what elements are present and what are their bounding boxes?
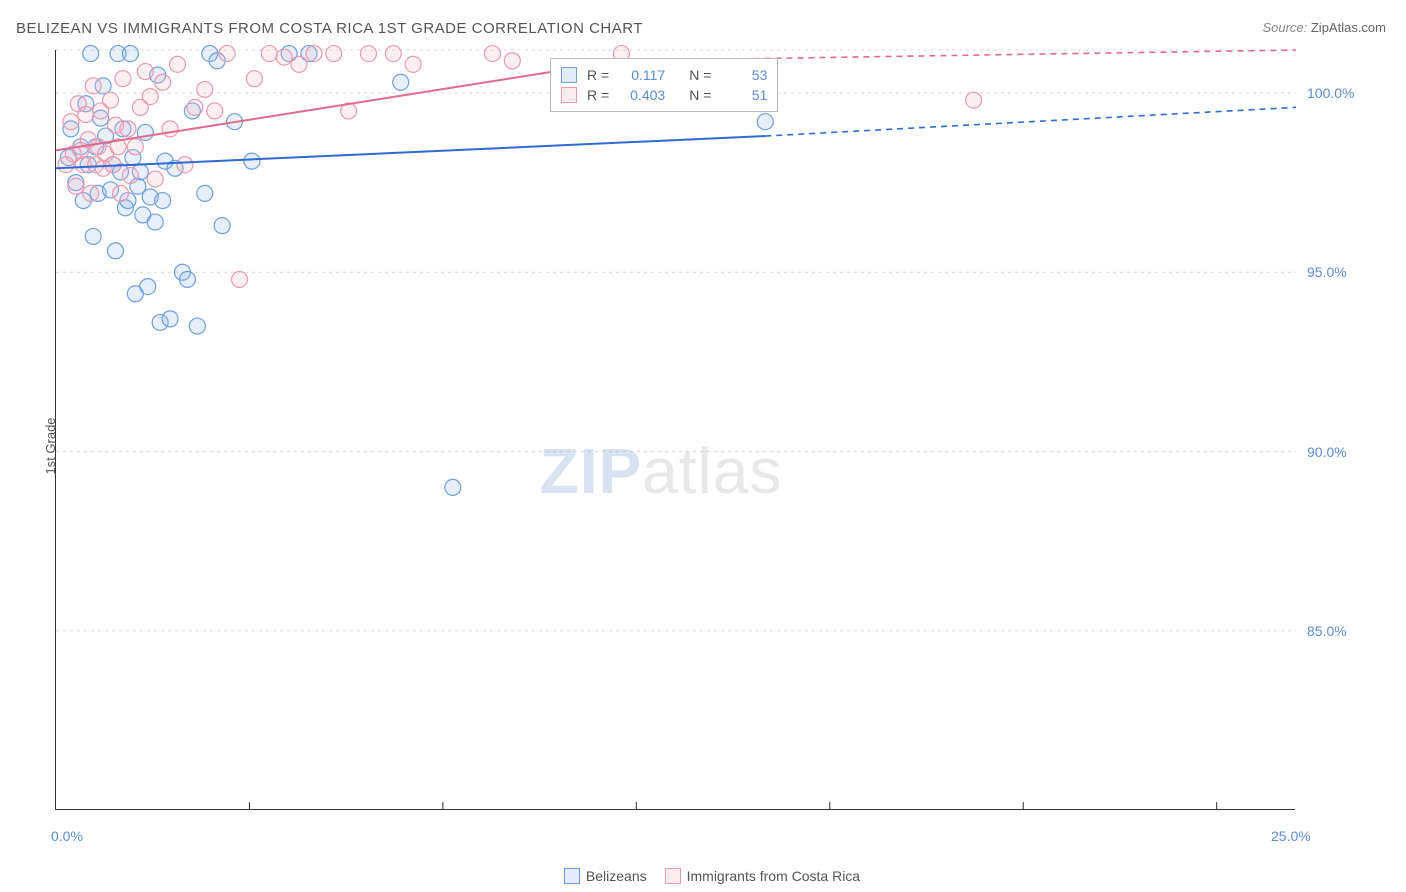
scatter-point xyxy=(484,46,500,62)
scatter-point xyxy=(306,46,322,62)
scatter-point xyxy=(78,107,94,123)
scatter-point xyxy=(68,178,84,194)
r-label: R = xyxy=(587,67,609,83)
legend-label: Belizeans xyxy=(586,868,647,884)
scatter-point xyxy=(197,81,213,97)
scatter-point xyxy=(244,153,260,169)
scatter-point xyxy=(120,121,136,137)
scatter-point xyxy=(170,56,186,72)
scatter-point xyxy=(103,92,119,108)
n-value: 51 xyxy=(721,87,767,103)
scatter-point xyxy=(189,318,205,334)
scatter-point xyxy=(63,114,79,130)
scatter-point xyxy=(162,121,178,137)
scatter-point xyxy=(137,64,153,80)
scatter-point xyxy=(232,271,248,287)
scatter-point xyxy=(108,243,124,259)
chart-title: BELIZEAN VS IMMIGRANTS FROM COSTA RICA 1… xyxy=(16,20,643,37)
scatter-point xyxy=(219,46,235,62)
r-value: 0.117 xyxy=(619,67,665,83)
source-attribution: Source: ZipAtlas.com xyxy=(1262,20,1386,35)
scatter-point xyxy=(261,46,277,62)
scatter-point xyxy=(393,74,409,90)
stats-legend-row: R = 0.403 N = 51 xyxy=(561,85,767,105)
n-label: N = xyxy=(689,67,711,83)
r-value: 0.403 xyxy=(619,87,665,103)
scatter-point xyxy=(115,71,131,87)
scatter-point xyxy=(246,71,262,87)
legend-swatch xyxy=(665,868,681,884)
trend-line xyxy=(56,136,765,168)
plot-svg xyxy=(56,50,1296,810)
scatter-point xyxy=(445,479,461,495)
y-tick-label: 90.0% xyxy=(1307,444,1347,460)
scatter-point xyxy=(179,271,195,287)
stats-legend: R = 0.117 N = 53 R = 0.403 N = 51 xyxy=(550,58,778,112)
scatter-point xyxy=(360,46,376,62)
scatter-point xyxy=(127,139,143,155)
scatter-point xyxy=(291,56,307,72)
scatter-point xyxy=(177,157,193,173)
scatter-point xyxy=(83,185,99,201)
scatter-point xyxy=(187,99,203,115)
legend-swatch xyxy=(561,87,577,103)
legend-swatch xyxy=(561,67,577,83)
scatter-point xyxy=(155,74,171,90)
x-tick-label: 0.0% xyxy=(51,828,83,844)
trend-line-extrapolated xyxy=(765,107,1296,136)
scatter-point xyxy=(757,114,773,130)
scatter-point xyxy=(140,279,156,295)
scatter-point xyxy=(112,185,128,201)
chart-container: BELIZEAN VS IMMIGRANTS FROM COSTA RICA 1… xyxy=(0,0,1406,892)
scatter-point xyxy=(122,46,138,62)
scatter-point xyxy=(385,46,401,62)
series-legend: Belizeans Immigrants from Costa Rica xyxy=(0,868,1406,884)
scatter-point xyxy=(85,78,101,94)
scatter-point xyxy=(966,92,982,108)
scatter-point xyxy=(162,311,178,327)
stats-legend-row: R = 0.117 N = 53 xyxy=(561,65,767,85)
source-prefix: Source: xyxy=(1262,20,1310,35)
y-tick-label: 95.0% xyxy=(1307,264,1347,280)
scatter-point xyxy=(504,53,520,69)
legend-label: Immigrants from Costa Rica xyxy=(687,868,860,884)
scatter-point xyxy=(85,228,101,244)
source-value: ZipAtlas.com xyxy=(1311,20,1386,35)
scatter-point xyxy=(207,103,223,119)
y-tick-label: 100.0% xyxy=(1307,85,1354,101)
scatter-point xyxy=(122,167,138,183)
scatter-point xyxy=(155,193,171,209)
scatter-point xyxy=(197,185,213,201)
scatter-point xyxy=(326,46,342,62)
legend-swatch xyxy=(564,868,580,884)
scatter-point xyxy=(214,218,230,234)
scatter-point xyxy=(276,49,292,65)
r-label: R = xyxy=(587,87,609,103)
scatter-point xyxy=(142,89,158,105)
scatter-point xyxy=(147,171,163,187)
x-tick-label: 25.0% xyxy=(1271,828,1311,844)
n-value: 53 xyxy=(721,67,767,83)
n-label: N = xyxy=(689,87,711,103)
scatter-point xyxy=(405,56,421,72)
scatter-point xyxy=(147,214,163,230)
plot-area: ZIPatlas xyxy=(55,50,1295,810)
scatter-point xyxy=(83,46,99,62)
y-tick-label: 85.0% xyxy=(1307,623,1347,639)
